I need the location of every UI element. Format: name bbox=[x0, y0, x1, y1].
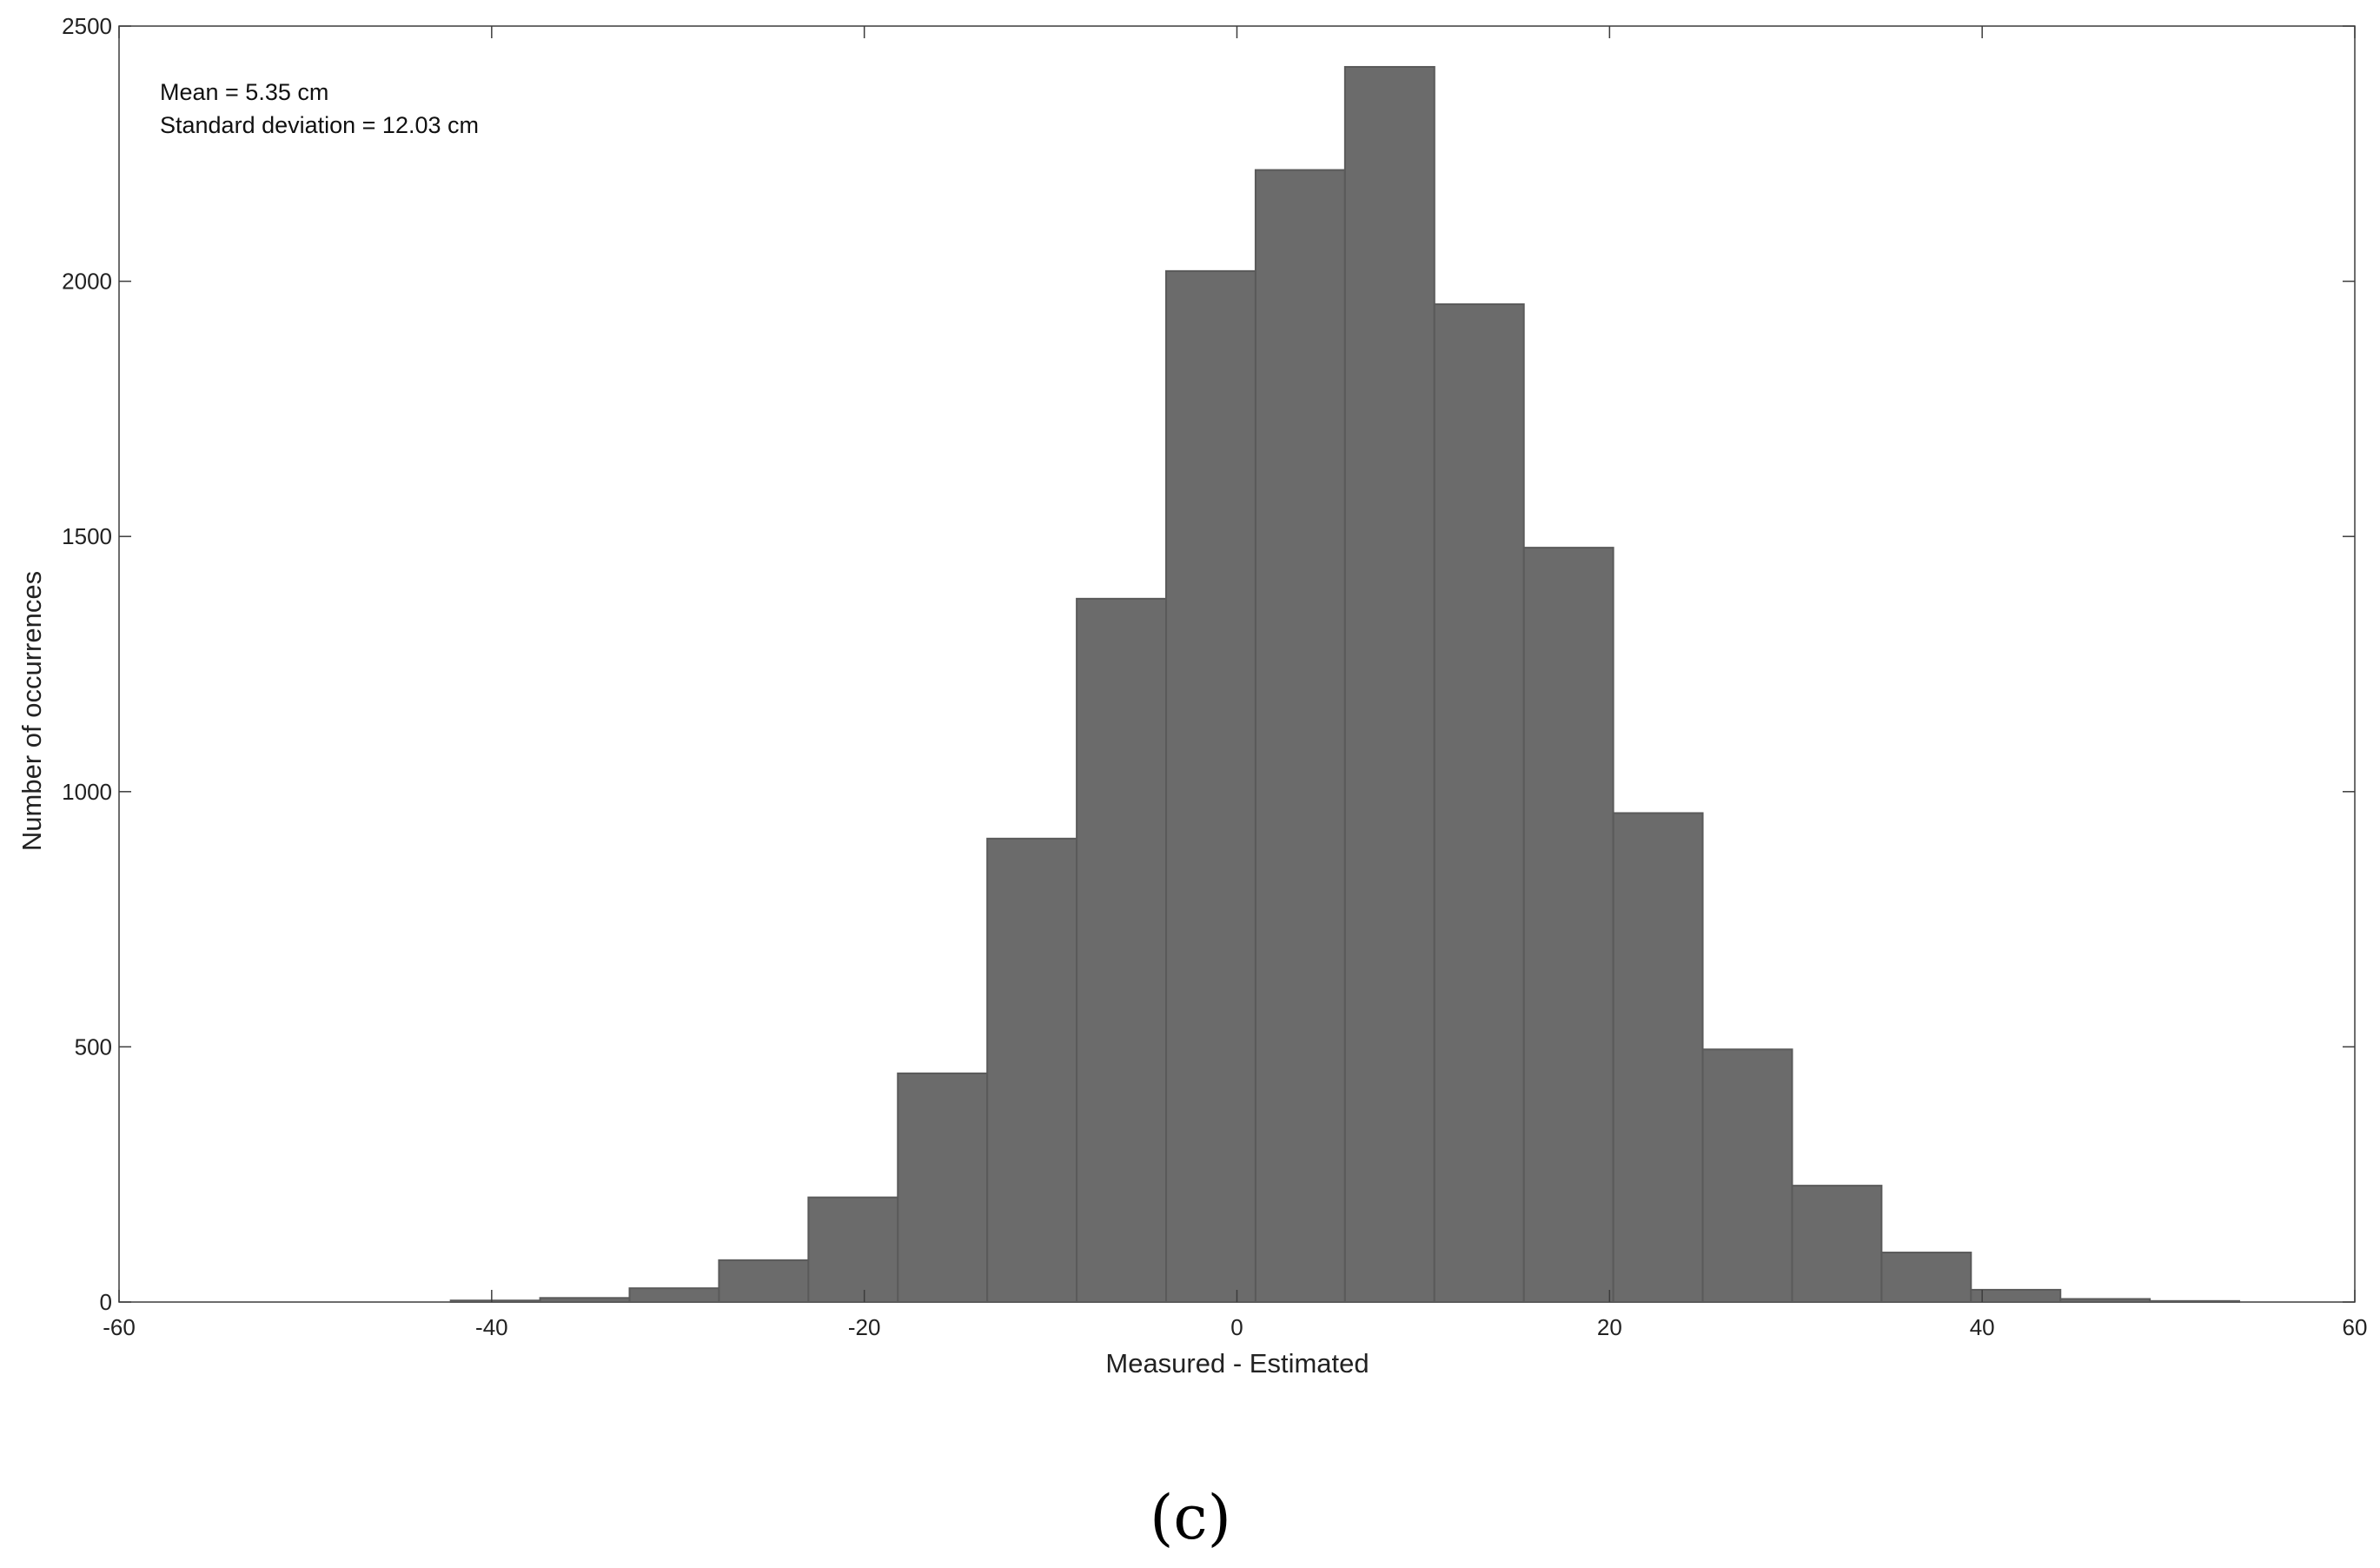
x-tick-label-6: 60 bbox=[2343, 1314, 2368, 1340]
histogram-bar-8 bbox=[1165, 269, 1256, 1304]
x-tick-label-1: -40 bbox=[475, 1314, 508, 1340]
std-annotation: Standard deviation = 12.03 cm bbox=[160, 112, 479, 138]
histogram-bar-17 bbox=[1970, 1288, 2062, 1304]
histogram-bar-5 bbox=[897, 1072, 989, 1304]
histogram-bar-4 bbox=[807, 1196, 899, 1304]
histogram-bar-1 bbox=[539, 1297, 631, 1303]
y-tick-label-4: 2000 bbox=[62, 269, 112, 295]
panel-label: (c) bbox=[1150, 1482, 1231, 1553]
histogram-bar-0 bbox=[449, 1299, 541, 1304]
histogram-bar-12 bbox=[1522, 547, 1614, 1303]
histogram-bar-6 bbox=[986, 837, 1078, 1303]
y-axis-label: Number of occurrences bbox=[17, 571, 47, 851]
histogram-bar-10 bbox=[1343, 65, 1435, 1304]
histogram-bar-9 bbox=[1254, 169, 1346, 1303]
histogram-bar-2 bbox=[628, 1287, 720, 1304]
histogram-bar-18 bbox=[2059, 1298, 2151, 1304]
histogram-bar-3 bbox=[718, 1259, 810, 1304]
axis-ticks bbox=[118, 25, 2356, 1303]
histogram-bars bbox=[449, 65, 2241, 1304]
mean-annotation: Mean = 5.35 cm bbox=[160, 79, 328, 105]
y-tick-label-0: 0 bbox=[100, 1289, 112, 1315]
histogram-bar-11 bbox=[1433, 303, 1525, 1303]
x-tick-label-5: 40 bbox=[1970, 1314, 1995, 1340]
histogram-bar-13 bbox=[1612, 812, 1704, 1303]
x-axis-label: Measured - Estimated bbox=[1105, 1348, 1369, 1379]
y-tick-label-5: 2500 bbox=[62, 13, 112, 39]
y-tick-label-3: 1500 bbox=[62, 523, 112, 549]
histogram-bar-14 bbox=[1701, 1048, 1793, 1304]
y-tick-label-1: 500 bbox=[75, 1033, 112, 1060]
x-tick-label-0: -60 bbox=[103, 1314, 136, 1340]
x-tick-label-4: 20 bbox=[1597, 1314, 1622, 1340]
histogram-bar-15 bbox=[1791, 1185, 1883, 1304]
x-tick-label-3: 0 bbox=[1230, 1314, 1243, 1340]
histogram-bar-19 bbox=[2149, 1299, 2241, 1303]
histogram-bar-7 bbox=[1076, 597, 1168, 1303]
tick-labels: -60 -40 -20 0 20 40 60 0 500 1000 1500 2000 2500 bbox=[62, 13, 2367, 1340]
histogram-bar-16 bbox=[1880, 1252, 1972, 1304]
y-tick-label-2: 1000 bbox=[62, 779, 112, 805]
x-tick-label-2: -20 bbox=[848, 1314, 881, 1340]
